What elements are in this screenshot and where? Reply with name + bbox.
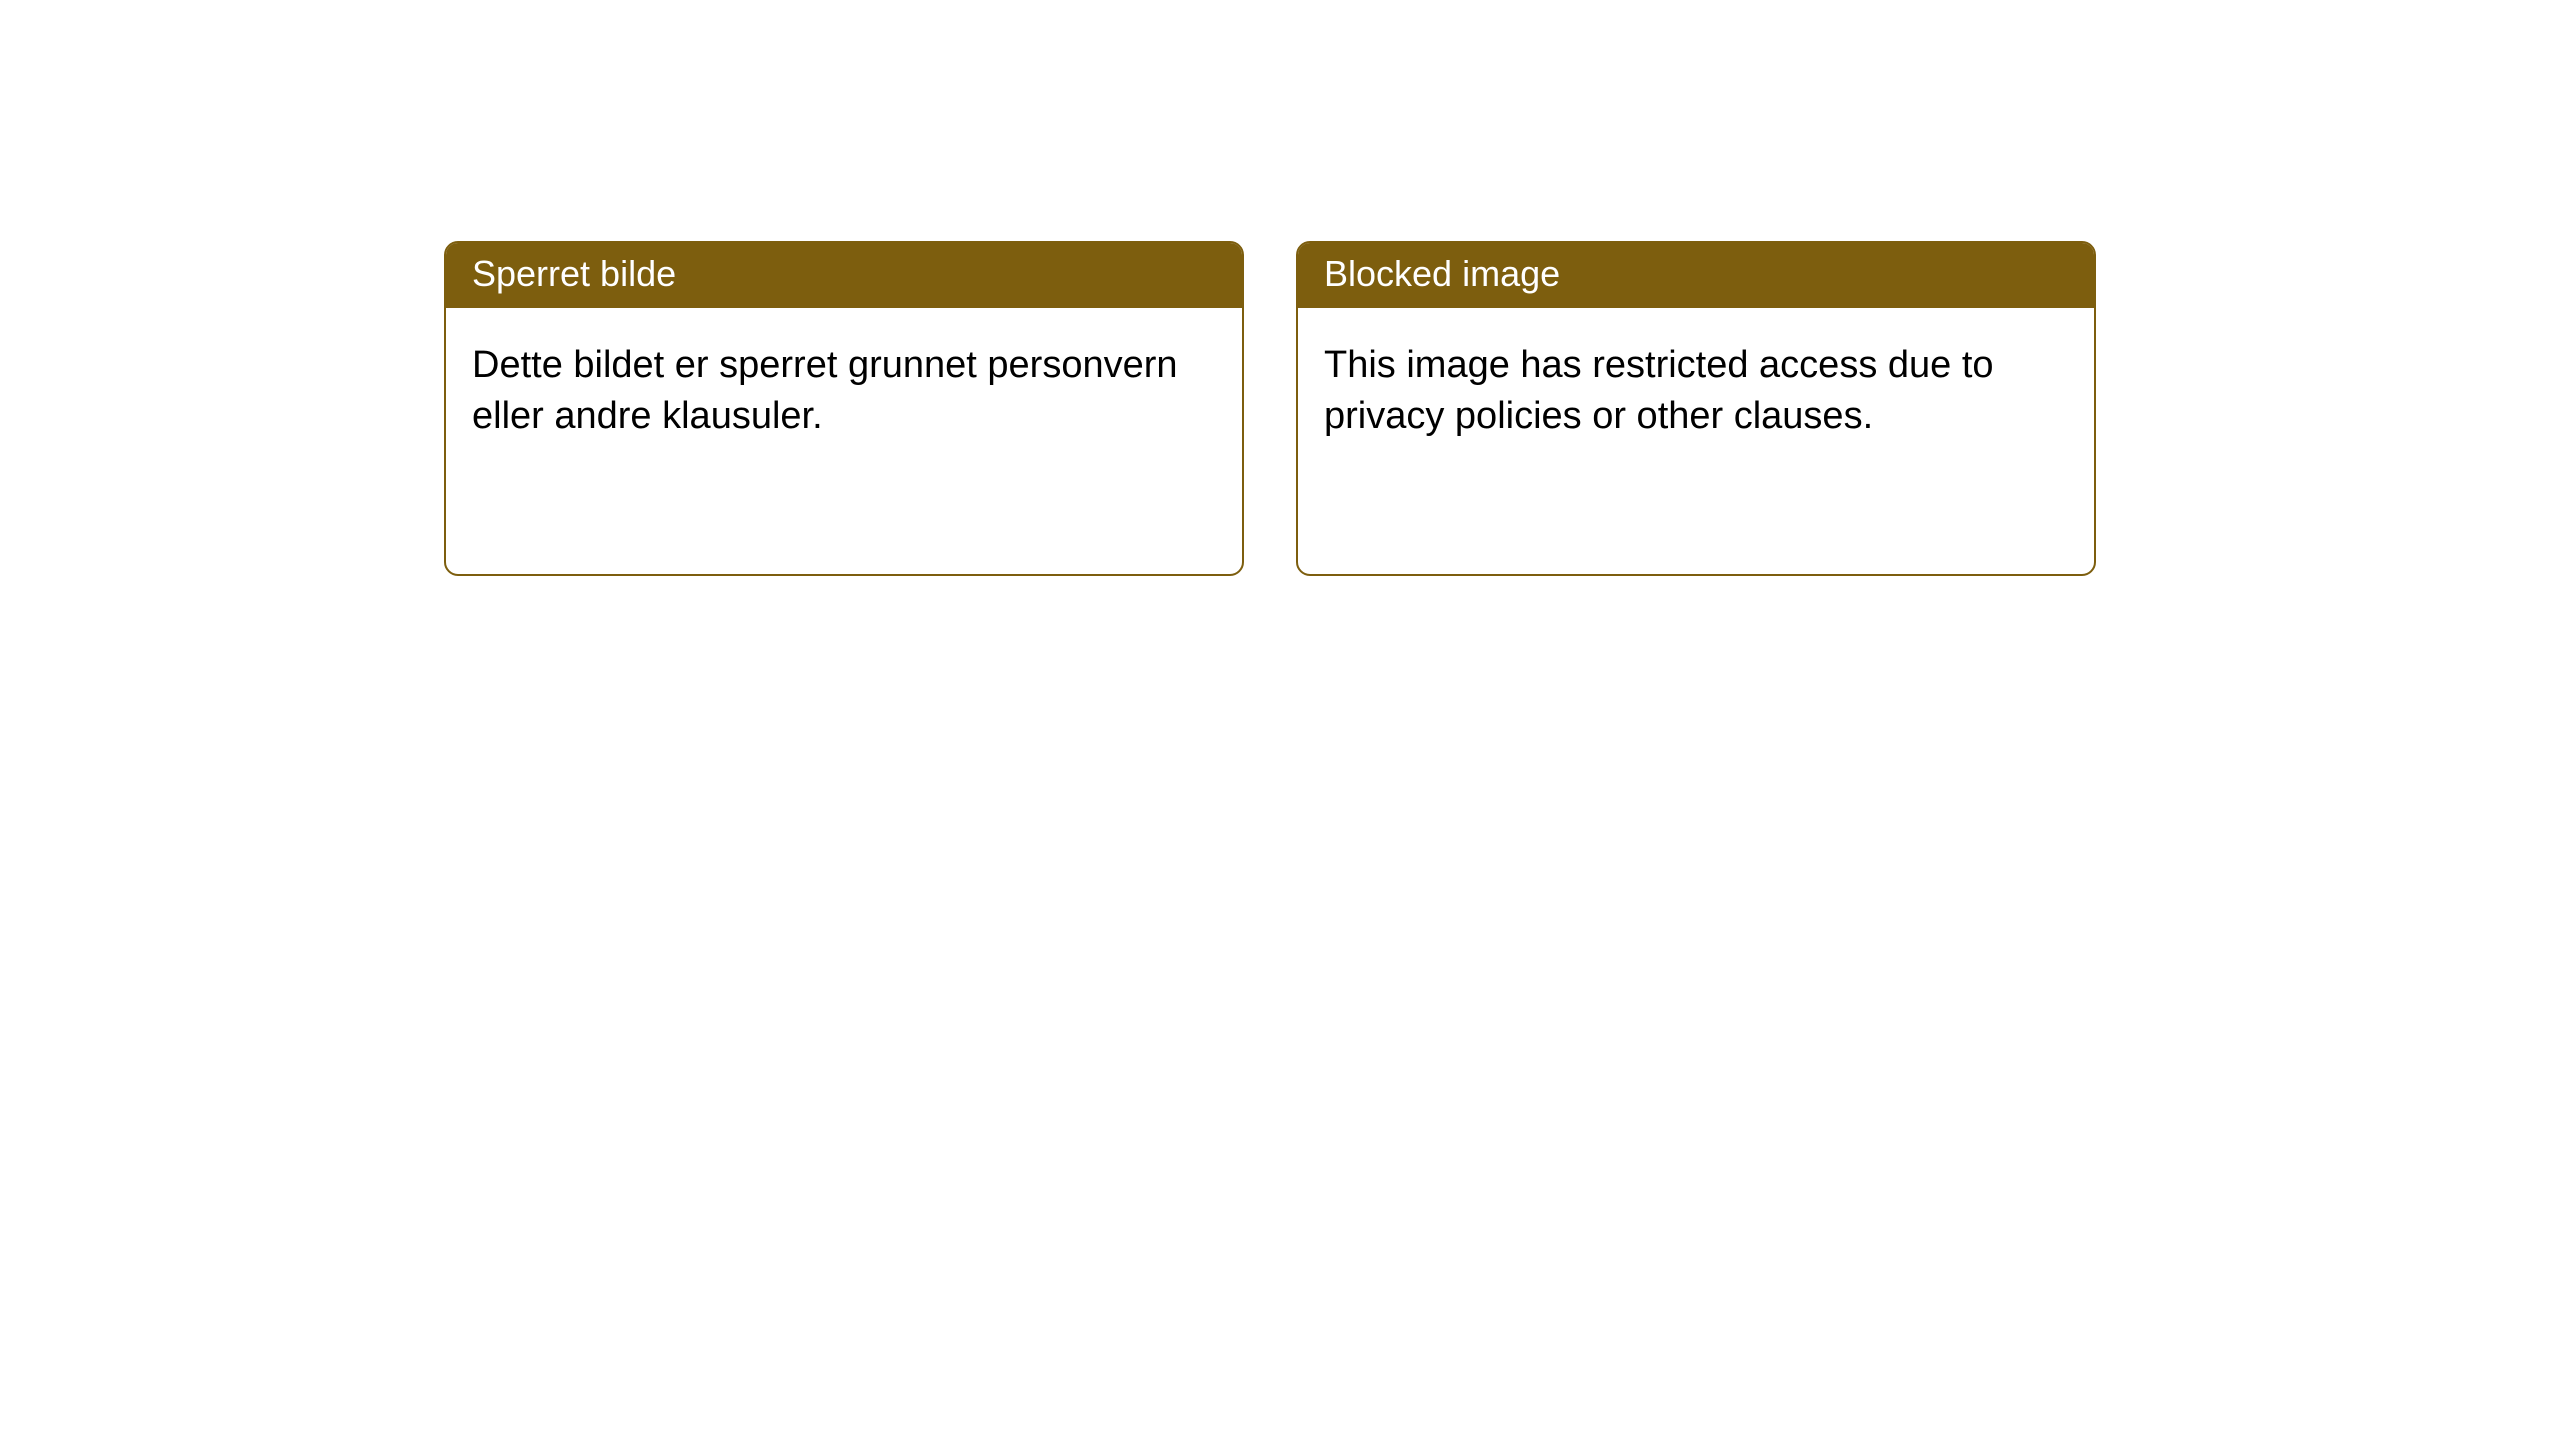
notice-body-text: Dette bildet er sperret grunnet personve… <box>472 344 1178 437</box>
notice-title-label: Sperret bilde <box>472 253 676 294</box>
notice-box-english: Blocked image This image has restricted … <box>1296 241 2096 576</box>
notice-container: Sperret bilde Dette bildet er sperret gr… <box>444 241 2096 576</box>
notice-body: This image has restricted access due to … <box>1298 308 2094 475</box>
notice-header: Blocked image <box>1298 243 2094 308</box>
notice-box-norwegian: Sperret bilde Dette bildet er sperret gr… <box>444 241 1244 576</box>
notice-header: Sperret bilde <box>446 243 1242 308</box>
notice-body-text: This image has restricted access due to … <box>1324 344 1994 437</box>
notice-body: Dette bildet er sperret grunnet personve… <box>446 308 1242 475</box>
notice-title-label: Blocked image <box>1324 253 1560 294</box>
